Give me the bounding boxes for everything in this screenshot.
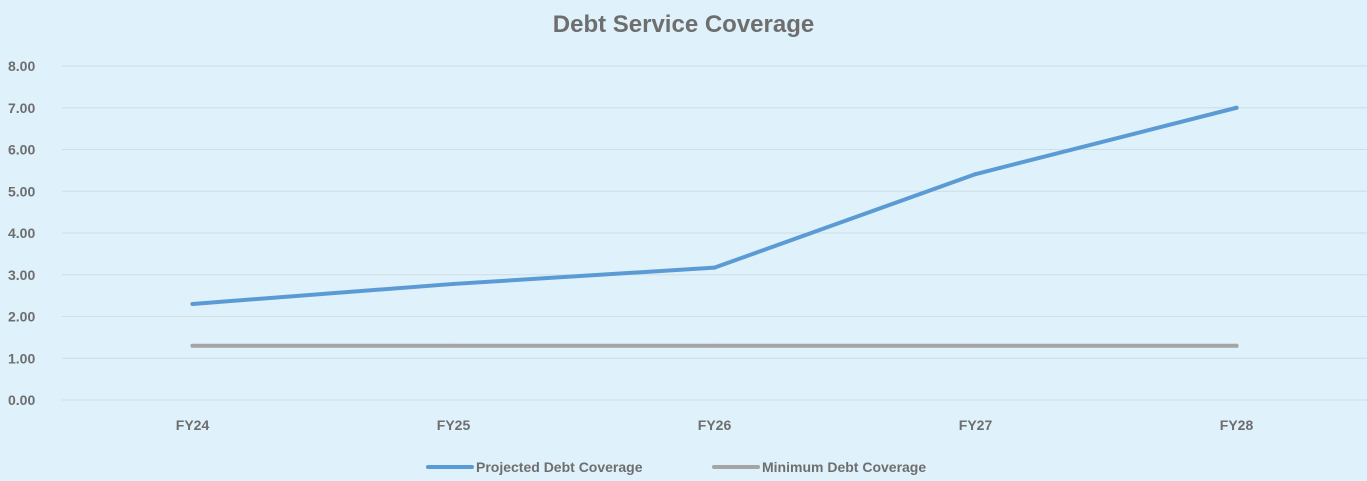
- y-tick-label: 2.00: [8, 309, 35, 325]
- gridlines: [62, 65, 1367, 401]
- y-tick-label: 7.00: [8, 100, 35, 116]
- y-axis-ticks: 0.00 1.00 2.00 3.00 4.00 5.00 6.00 7.00 8.00: [8, 58, 35, 408]
- x-axis-ticks: FY24 FY25 FY26 FY27 FY28: [176, 417, 1254, 433]
- data-point: [451, 281, 456, 286]
- y-tick-label: 5.00: [8, 183, 35, 199]
- data-point: [712, 343, 717, 348]
- x-tick-label: FY26: [698, 417, 732, 433]
- legend-label: Projected Debt Coverage: [476, 459, 643, 475]
- y-tick-label: 0.00: [8, 392, 35, 408]
- legend: Projected Debt Coverage Minimum Debt Cove…: [426, 459, 926, 475]
- data-point: [712, 265, 717, 270]
- y-tick-label: 4.00: [8, 225, 35, 241]
- data-point: [1234, 343, 1239, 348]
- legend-label: Minimum Debt Coverage: [762, 459, 926, 475]
- chart-title: Debt Service Coverage: [553, 11, 814, 38]
- data-point: [973, 343, 978, 348]
- data-point: [451, 343, 456, 348]
- series-lines: [190, 105, 1239, 348]
- data-point: [190, 301, 195, 306]
- y-tick-label: 8.00: [8, 58, 35, 74]
- x-tick-label: FY27: [959, 417, 993, 433]
- data-point: [1234, 105, 1239, 110]
- x-tick-label: FY24: [176, 417, 210, 433]
- y-tick-label: 1.00: [8, 350, 35, 366]
- x-tick-label: FY28: [1220, 417, 1254, 433]
- data-point: [190, 343, 195, 348]
- y-tick-label: 6.00: [8, 142, 35, 158]
- data-point: [973, 172, 978, 177]
- x-tick-label: FY25: [437, 417, 471, 433]
- y-tick-label: 3.00: [8, 267, 35, 283]
